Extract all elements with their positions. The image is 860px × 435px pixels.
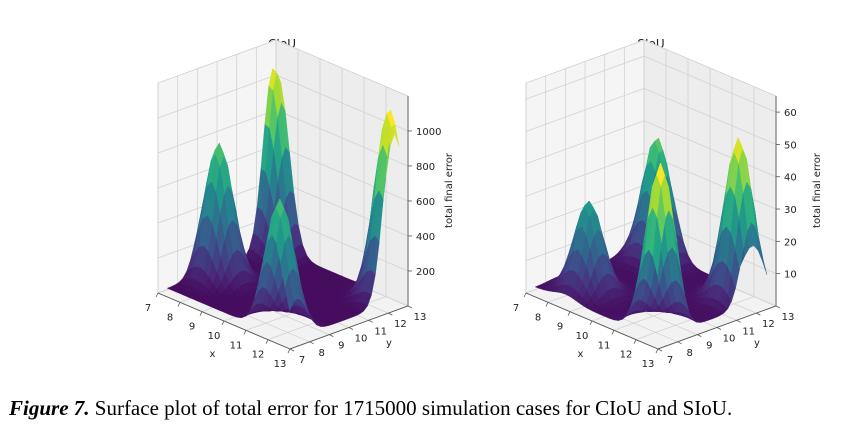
z-tick-label: 1000 (416, 127, 441, 138)
ciou-surface-plot: CIoU789101112137891011121320040060080010… (145, 37, 455, 370)
x-tick (287, 348, 291, 354)
y-tick (348, 327, 354, 330)
x-tick-label: 8 (167, 312, 173, 323)
y-tick-label: 13 (414, 312, 427, 323)
y-axis-label: y (386, 338, 392, 349)
y-tick (677, 341, 682, 345)
y-tick (657, 348, 663, 352)
x-tick (545, 302, 549, 307)
y-tick-label: 7 (299, 355, 305, 366)
figure-canvas: CIoU789101112137891011121320040060080010… (145, 37, 823, 370)
z-tick-label: 10 (784, 270, 797, 281)
z-tick-label: 400 (416, 232, 435, 243)
z-tick-label: 60 (784, 108, 797, 119)
x-tick-label: 7 (513, 303, 519, 314)
x-tick (177, 302, 181, 307)
x-tick (199, 311, 203, 316)
x-axis-label: x (209, 349, 215, 360)
y-axis-label: y (754, 338, 760, 349)
y-tick (756, 312, 761, 316)
z-tick-label: 30 (784, 205, 797, 216)
x-tick-label: 8 (535, 312, 541, 323)
surface-cell (284, 274, 294, 312)
x-tick (221, 320, 225, 326)
y-tick-label: 9 (338, 341, 344, 352)
x-tick-label: 13 (274, 359, 287, 370)
x-tick (611, 330, 615, 335)
y-tick-label: 8 (318, 348, 324, 359)
z-tick-label: 200 (416, 267, 435, 278)
x-tick (655, 348, 659, 354)
x-tick (633, 339, 637, 344)
grid-line (525, 55, 777, 113)
y-tick-label: 11 (374, 326, 387, 337)
siou-surface-plot: SIoU7891011121378910111213102030405060xy… (513, 37, 823, 370)
x-tick-label: 9 (189, 322, 195, 333)
z-axis-label: total final error (812, 152, 823, 228)
y-tick (329, 334, 334, 337)
z-tick-label: 40 (784, 173, 797, 184)
y-tick-label: 8 (686, 348, 692, 359)
y-tick-label: 13 (782, 312, 795, 323)
x-tick (265, 339, 269, 344)
z-tick-label: 50 (784, 140, 797, 151)
y-tick (716, 327, 722, 330)
x-tick-label: 12 (620, 350, 633, 361)
surface-mesh (534, 137, 768, 323)
y-tick (736, 319, 741, 323)
caption-text: Surface plot of total error for 1715000 … (89, 396, 733, 420)
y-tick (697, 334, 702, 337)
y-tick-label: 11 (742, 326, 755, 337)
grid-line (525, 88, 777, 145)
z-axis-label: total final error (444, 152, 455, 228)
y-tick-label: 10 (723, 333, 736, 344)
y-tick (388, 312, 393, 316)
x-tick-label: 11 (598, 340, 611, 351)
x-tick-label: 10 (208, 331, 221, 342)
y-tick-label: 12 (762, 319, 775, 330)
x-tick (155, 292, 159, 298)
x-tick-label: 9 (557, 322, 563, 333)
surface-mesh (166, 68, 400, 327)
y-tick (289, 348, 295, 352)
caption-label: Figure 7. (9, 396, 90, 420)
y-tick-label: 9 (706, 341, 712, 352)
y-tick (309, 341, 314, 345)
x-tick (243, 330, 247, 335)
y-tick-label: 12 (394, 319, 407, 330)
figure-caption: Figure 7. Surface plot of total error fo… (9, 396, 732, 421)
y-tick-label: 7 (667, 355, 673, 366)
x-tick-label: 12 (252, 350, 265, 361)
x-tick-label: 7 (145, 303, 151, 314)
x-tick-label: 10 (576, 331, 589, 342)
surface-cell (652, 217, 662, 275)
x-tick (523, 292, 527, 298)
x-axis-label: x (577, 349, 583, 360)
y-tick (368, 319, 373, 323)
z-tick-label: 800 (416, 162, 435, 173)
y-tick-label: 10 (355, 333, 368, 344)
x-tick-label: 11 (230, 340, 243, 351)
z-tick-label: 600 (416, 197, 435, 208)
y-tick (407, 305, 413, 309)
y-tick (775, 305, 781, 309)
x-tick (567, 311, 571, 316)
x-tick-label: 13 (642, 359, 655, 370)
z-tick-label: 20 (784, 237, 797, 248)
x-tick (589, 320, 593, 326)
